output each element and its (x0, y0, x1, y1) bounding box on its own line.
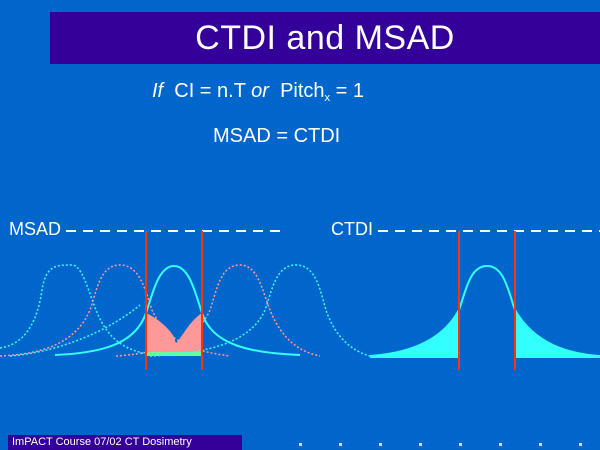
msad-equals-ctdi: MSAD = CTDI (213, 125, 341, 147)
footer-course-label: ImPACT Course 07/02 CT Dosimetry (8, 435, 242, 450)
or-word: or (251, 80, 269, 102)
title-bar: CTDI and MSAD (50, 12, 600, 64)
msad-label: MSAD (9, 219, 62, 239)
pitch-value: = 1 (335, 80, 364, 102)
footer-dot (339, 443, 342, 446)
ctdi-right-tail-fill (515, 310, 600, 358)
footer-dot (459, 443, 462, 446)
footer-dot (499, 443, 502, 446)
profile-slice-1-tail (9, 304, 141, 357)
if-word: If (152, 80, 164, 102)
pitch-condition-equation: If CI = n.T or Pitchx = 1 (152, 80, 364, 104)
footer-dot (379, 443, 382, 446)
profile-slice-2 (0, 264, 231, 357)
ctdi-profile (369, 264, 600, 357)
msad-shaded-area (146, 313, 202, 355)
ci-expression: CI = n.T (174, 80, 246, 102)
profile-slice-4 (115, 264, 321, 357)
profile-slice-central (54, 264, 301, 356)
footer-dot (299, 443, 302, 446)
footer-dot (579, 443, 582, 446)
profile-slice-1 (0, 264, 151, 356)
ctdi-left-tail-fill (370, 310, 459, 358)
ctdi-label: CTDI (331, 219, 373, 239)
slide-title: CTDI and MSAD (195, 18, 455, 57)
pitch-word: Pitch (280, 80, 325, 102)
footer-dot (539, 443, 542, 446)
pitch-subscript: x (324, 92, 331, 104)
footer-dot (419, 443, 422, 446)
